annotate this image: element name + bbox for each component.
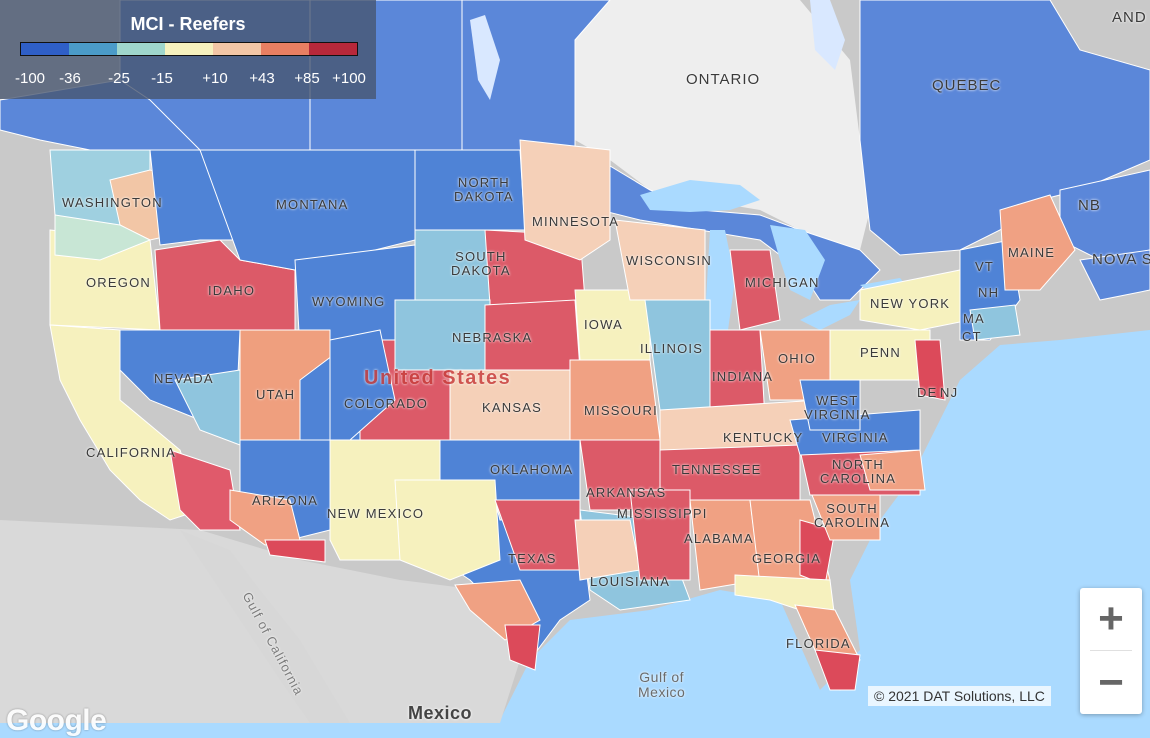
- legend-tick: +10: [202, 70, 228, 87]
- zoom-control: + −: [1080, 588, 1142, 714]
- region-new-york: [859, 269, 971, 331]
- legend-swatch: [117, 43, 165, 55]
- region-massachusetts: [969, 304, 1021, 341]
- legend-swatch: [309, 43, 357, 55]
- legend-swatch: [261, 43, 309, 55]
- google-logo: Google: [6, 704, 107, 737]
- baja-peninsula: [180, 530, 350, 723]
- lake-michigan: [706, 230, 735, 340]
- region-west-virginia: [799, 379, 861, 431]
- region-mississippi: [629, 489, 691, 581]
- legend-tick: -25: [108, 70, 130, 87]
- region-louisiana-west: [574, 519, 641, 581]
- region-colorado-west: [329, 329, 396, 441]
- legend-tick: -36: [59, 70, 81, 87]
- region-canada-ns: [1079, 249, 1150, 301]
- legend-tick: -100: [14, 70, 46, 87]
- legend-swatch: [213, 43, 261, 55]
- region-pennsylvania: [829, 329, 931, 381]
- lake-huron: [770, 225, 825, 300]
- region-socal: [169, 449, 241, 531]
- zoom-out-button[interactable]: −: [1098, 658, 1124, 707]
- legend-tick: +43: [249, 70, 275, 87]
- region-oregon-north: [54, 214, 152, 261]
- canada-light: [575, 0, 870, 250]
- copyright-notice: © 2021 DAT Solutions, LLC: [868, 686, 1051, 706]
- region-nebraska-east: [484, 299, 581, 371]
- lake-superior: [640, 180, 760, 212]
- legend-tick: -15: [151, 70, 173, 87]
- region-missouri: [569, 359, 661, 441]
- legend-title: MCI - Reefers: [130, 14, 246, 34]
- lake-erie: [800, 300, 860, 330]
- region-maine: [999, 194, 1076, 291]
- legend-panel: MCI - Reefers -100 -36 -25 -15 +10 +43 +…: [0, 0, 376, 99]
- legend-color-bar: [20, 42, 358, 56]
- region-michigan: [729, 249, 781, 331]
- legend-tick: +100: [332, 70, 366, 87]
- region-new-jersey: [914, 339, 946, 401]
- region-north-dakota: [414, 149, 526, 231]
- region-arizona-sw: [264, 539, 326, 563]
- region-north-carolina-east: [859, 449, 926, 491]
- region-kansas: [449, 369, 571, 441]
- legend-swatch: [69, 43, 117, 55]
- hudson-area-lake: [810, 0, 845, 70]
- region-wisconsin: [614, 219, 706, 301]
- region-texas-west: [394, 479, 501, 581]
- zoom-divider: [1090, 650, 1132, 651]
- region-nebraska: [394, 299, 491, 371]
- region-florida-south: [814, 649, 861, 691]
- region-texas-tip: [504, 624, 541, 671]
- region-minnesota: [519, 139, 611, 261]
- lake-winnipeg: [470, 15, 500, 100]
- map-canvas[interactable]: [0, 0, 1150, 723]
- legend-tick: +85: [294, 70, 320, 87]
- legend-swatch: [21, 43, 69, 55]
- zoom-in-button[interactable]: +: [1098, 594, 1124, 643]
- region-south-dakota: [414, 229, 491, 301]
- region-california: [49, 324, 201, 521]
- legend-swatch: [165, 43, 213, 55]
- region-idaho-north: [149, 149, 241, 246]
